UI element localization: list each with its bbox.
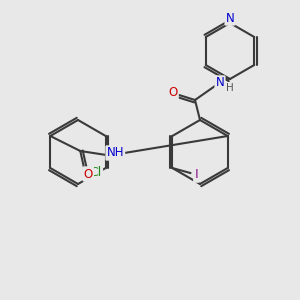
Text: I: I bbox=[194, 169, 198, 182]
Text: O: O bbox=[168, 85, 178, 98]
Text: N: N bbox=[226, 11, 234, 25]
Text: NH: NH bbox=[106, 146, 124, 160]
Text: H: H bbox=[226, 83, 234, 93]
Text: Cl: Cl bbox=[90, 166, 102, 178]
Text: O: O bbox=[84, 167, 93, 181]
Text: N: N bbox=[216, 76, 224, 89]
